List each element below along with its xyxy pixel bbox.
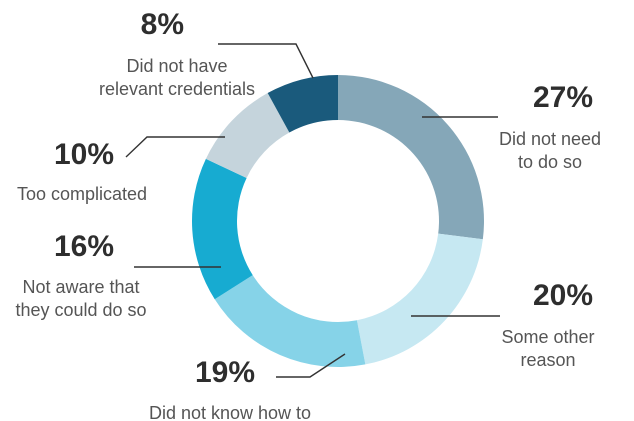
percent-label: 20% (533, 279, 593, 312)
percent-label: 16% (54, 230, 114, 263)
leader-line (218, 43, 314, 79)
category-label: Did not have (126, 56, 227, 76)
donut-slices (191, 75, 484, 367)
percent-label: 27% (533, 81, 593, 114)
slice-did-not-know-how-to (214, 275, 366, 367)
leader-line (276, 353, 346, 378)
label-group-did-not-need-to-do-so: 27% Did not need to do so (422, 81, 601, 172)
category-label: Too complicated (17, 184, 147, 204)
percent-label: 8% (141, 8, 184, 41)
slice-some-other-reason (356, 233, 483, 365)
category-label: Did not need (499, 129, 601, 149)
category-label: Not aware that (22, 277, 139, 297)
category-label: Did not know how to (149, 403, 311, 421)
percent-label: 19% (195, 356, 255, 389)
slice-did-not-have-relevant-credentials (267, 75, 338, 133)
category-label: reason (520, 350, 575, 370)
slice-too-complicated (205, 93, 290, 178)
category-label: to do so (518, 152, 582, 172)
category-label: Some other (501, 327, 594, 347)
label-group-not-aware-that-they-could-do-so: 16% Not aware that they could do so (15, 230, 221, 320)
label-group-too-complicated: 10% Too complicated (17, 136, 225, 204)
label-group-did-not-have-relevant-credentials: 8% Did not have relevant credentials (99, 8, 314, 99)
category-label: relevant credentials (99, 79, 255, 99)
slice-did-not-need-to-do-so (338, 75, 484, 240)
percent-label: 10% (54, 138, 114, 171)
label-group-some-other-reason: 20% Some other reason (411, 279, 595, 370)
label-group-did-not-know-how-to: 19% Did not know how to (149, 353, 346, 421)
slice-labels: 27% Did not need to do so 20% Some other reas… (15, 8, 601, 421)
slice-not-aware-that-they-could-do-so (191, 158, 253, 300)
leader-line (125, 136, 225, 158)
category-label: they could do so (15, 300, 146, 320)
